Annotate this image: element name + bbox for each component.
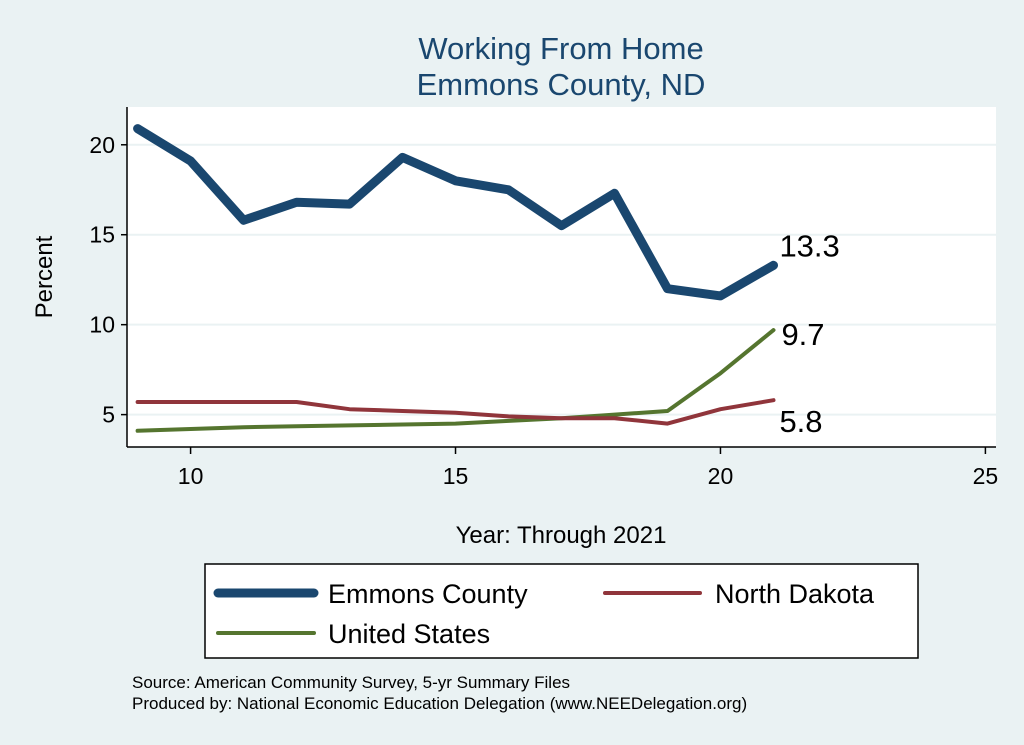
legend-label-emmons-county: Emmons County (328, 579, 528, 609)
legend: Emmons County North Dakota United States (213, 579, 875, 649)
legend-label-north-dakota: North Dakota (715, 579, 875, 609)
y-axis-label: Percent (31, 235, 58, 318)
x-tick-label: 20 (708, 463, 734, 489)
y-tick-label: 15 (89, 222, 115, 248)
y-tick-label: 5 (102, 402, 115, 428)
y-tick-label: 20 (89, 132, 115, 158)
legend-box (204, 563, 919, 659)
source-note: Source: American Community Survey, 5-yr … (132, 673, 570, 692)
producer-note: Produced by: National Economic Education… (132, 694, 747, 713)
series-line-north-dakota (135, 398, 776, 426)
end-label-united-states: 9.7 (781, 317, 824, 352)
axes: 5 10 15 20 10 15 20 25 (89, 107, 998, 489)
legend-label-united-states: United States (328, 619, 490, 649)
plot-area (127, 107, 996, 447)
series-line-emmons-county (133, 124, 778, 301)
chart-title-line-1: Working From Home (418, 31, 703, 66)
series-line-united-states (135, 328, 776, 433)
y-tick-label: 10 (89, 312, 115, 338)
x-tick-label: 10 (178, 463, 204, 489)
x-tick-label: 25 (973, 463, 999, 489)
gridlines (127, 143, 996, 416)
series-lines (133, 124, 778, 433)
x-axis-label: Year: Through 2021 (456, 522, 667, 549)
x-tick-label: 15 (443, 463, 469, 489)
chart-title-line-2: Emmons County, ND (417, 67, 706, 102)
end-labels: 13.3 5.8 9.7 (779, 228, 839, 439)
end-label-north-dakota: 5.8 (779, 404, 822, 439)
end-label-emmons-county: 13.3 (779, 228, 839, 263)
